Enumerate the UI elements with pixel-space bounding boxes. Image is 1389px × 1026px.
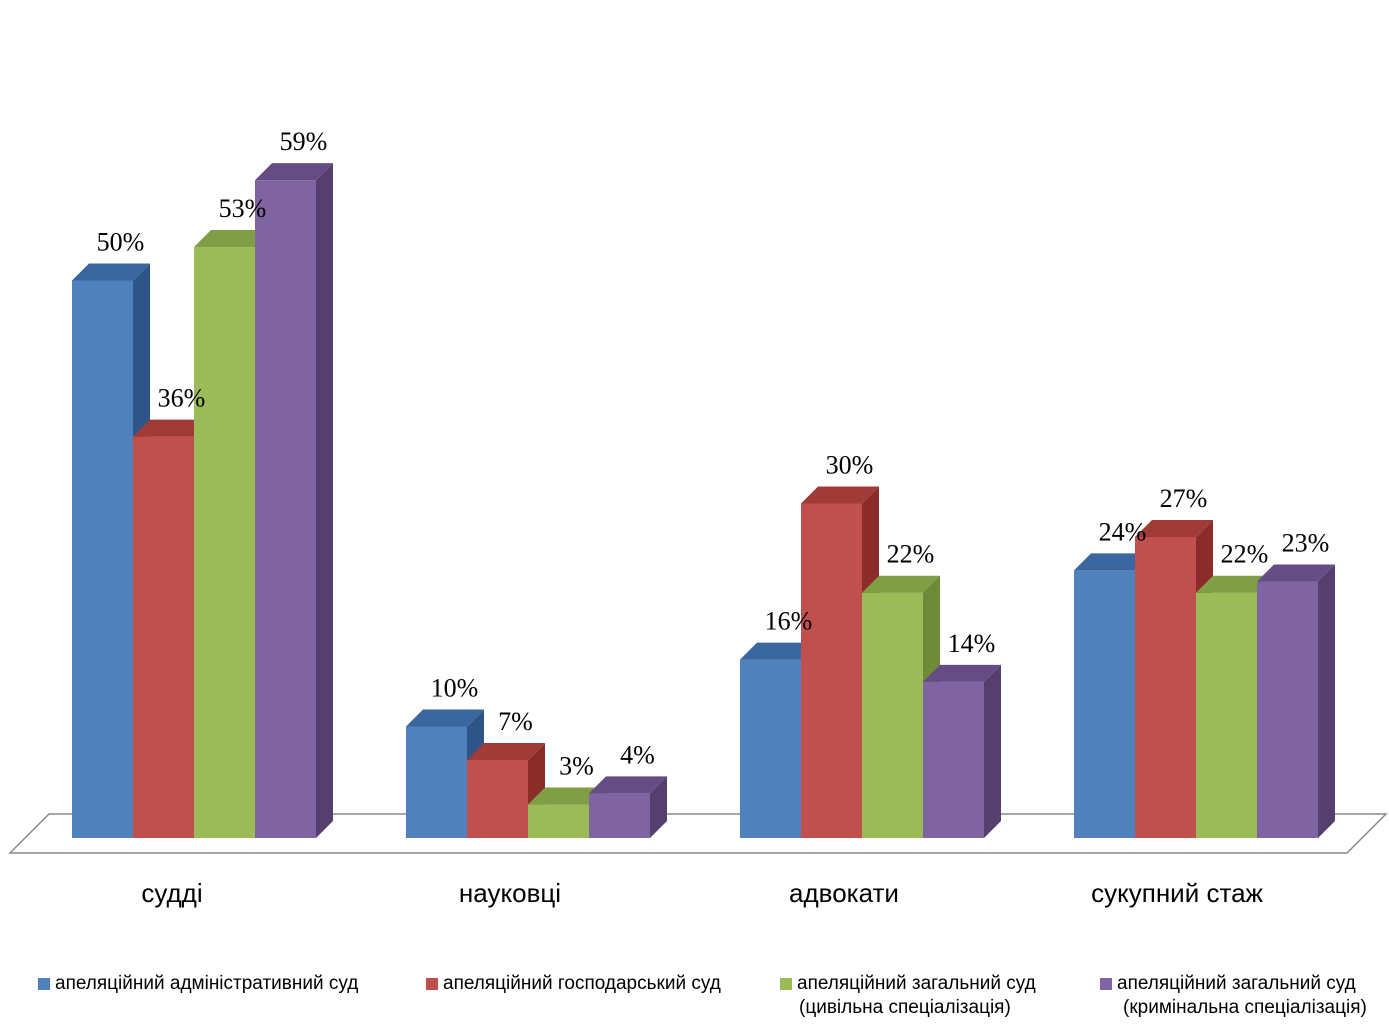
bar-top-face <box>194 230 272 248</box>
bar-front-face <box>1074 570 1135 838</box>
legend-swatch-criminal-court <box>1100 978 1112 990</box>
category-label-1: науковці <box>459 878 561 908</box>
value-label-1-3: 4% <box>620 740 655 769</box>
bar-front-face <box>1257 581 1318 838</box>
bar-front-face <box>923 681 984 838</box>
bar-side-face <box>1318 564 1335 838</box>
bar-top-face <box>133 419 211 437</box>
legend-label-civil-court: апеляційний загальний суд (цивільна спец… <box>797 972 1036 1020</box>
bar-front-face <box>1135 536 1196 838</box>
bar-front-face <box>406 726 467 838</box>
bar-top-face <box>528 787 606 805</box>
legend-label-civil-court-line2: (цивільна спеціалізація) <box>799 997 1011 1018</box>
bar-top-face <box>467 742 545 760</box>
bar-top-face <box>1196 575 1274 593</box>
bar-1-3 <box>589 776 667 838</box>
bar-top-face <box>255 163 333 181</box>
bar-front-face <box>133 436 194 838</box>
category-label-3: сукупний стаж <box>1091 878 1263 908</box>
bar-top-face <box>923 664 1001 682</box>
bar-top-face <box>1074 553 1152 571</box>
legend-label-admin-court: апеляційний адміністративний суд <box>55 973 359 994</box>
category-labels-group: судді науковці адвокати сукупний стаж <box>141 878 1263 908</box>
bar-front-face <box>801 503 862 838</box>
bar-top-face <box>406 709 484 727</box>
bar-top-face <box>1257 564 1335 582</box>
legend: апеляційний адміністративний суд апеляці… <box>0 972 1389 1026</box>
bar-top-face <box>589 776 667 794</box>
legend-label-criminal-court-line1: апеляційний загальний суд <box>1117 973 1356 994</box>
bar-top-face <box>740 642 818 660</box>
bar-top-face <box>862 575 940 593</box>
bar-front-face <box>255 180 316 838</box>
bar-front-face <box>194 247 255 839</box>
value-label-3-3: 23% <box>1282 529 1330 558</box>
bar-2-3 <box>923 664 1001 838</box>
value-label-1-0: 10% <box>431 674 479 703</box>
value-label-1-1: 7% <box>498 707 533 736</box>
bar-front-face <box>862 592 923 838</box>
bar-front-face <box>589 793 650 838</box>
bar-front-face <box>72 280 133 838</box>
value-label-2-2: 22% <box>887 540 935 569</box>
value-label-3-0: 24% <box>1099 517 1147 546</box>
bar-front-face <box>740 659 801 838</box>
bar-side-face <box>316 163 333 838</box>
bar-top-face <box>801 486 879 504</box>
bar-0-3 <box>255 163 333 838</box>
value-label-0-0: 50% <box>97 228 145 257</box>
bar-top-face <box>72 263 150 281</box>
bar-0-0 <box>72 263 150 838</box>
chart-floor <box>8 813 1388 854</box>
bar-3-3 <box>1257 564 1335 838</box>
value-label-3-1: 27% <box>1160 484 1208 513</box>
value-label-0-3: 59% <box>280 127 328 156</box>
legend-label-commercial-court: апеляційний господарський суд <box>443 973 721 994</box>
bar-side-face <box>984 664 1001 838</box>
bar-front-face <box>528 804 589 838</box>
bar-top-face <box>1135 519 1213 537</box>
bar-front-face <box>1196 592 1257 838</box>
legend-swatch-commercial-court <box>426 978 438 990</box>
bar-3-1 <box>1135 519 1213 838</box>
legend-label-civil-court-line1: апеляційний загальний суд <box>797 973 1036 994</box>
value-label-3-2: 22% <box>1221 540 1269 569</box>
value-label-1-2: 3% <box>559 752 594 781</box>
legend-label-criminal-court: апеляційний загальний суд (кримінальна с… <box>1117 972 1367 1020</box>
bar-front-face <box>467 759 528 838</box>
value-label-2-1: 30% <box>826 451 874 480</box>
value-label-2-0: 16% <box>765 607 813 636</box>
category-label-0: судді <box>141 878 202 908</box>
legend-label-criminal-court-line2: (кримінальна спеціалізація) <box>1123 997 1367 1018</box>
legend-swatch-admin-court <box>38 978 50 990</box>
legend-swatch-civil-court <box>780 978 792 990</box>
value-labels-group: 50% 36% 53% 59% 10% 7% 3% 4% 16% 30% 22% 14% 24% 27% 2… <box>97 127 1330 780</box>
bar-side-face <box>650 776 667 838</box>
bar-1-1 <box>467 742 545 838</box>
bars-group <box>72 163 1335 839</box>
value-label-0-2: 53% <box>219 194 267 223</box>
value-label-0-1: 36% <box>158 384 206 413</box>
value-label-2-3: 14% <box>948 629 996 658</box>
category-label-2: адвокати <box>789 878 899 908</box>
